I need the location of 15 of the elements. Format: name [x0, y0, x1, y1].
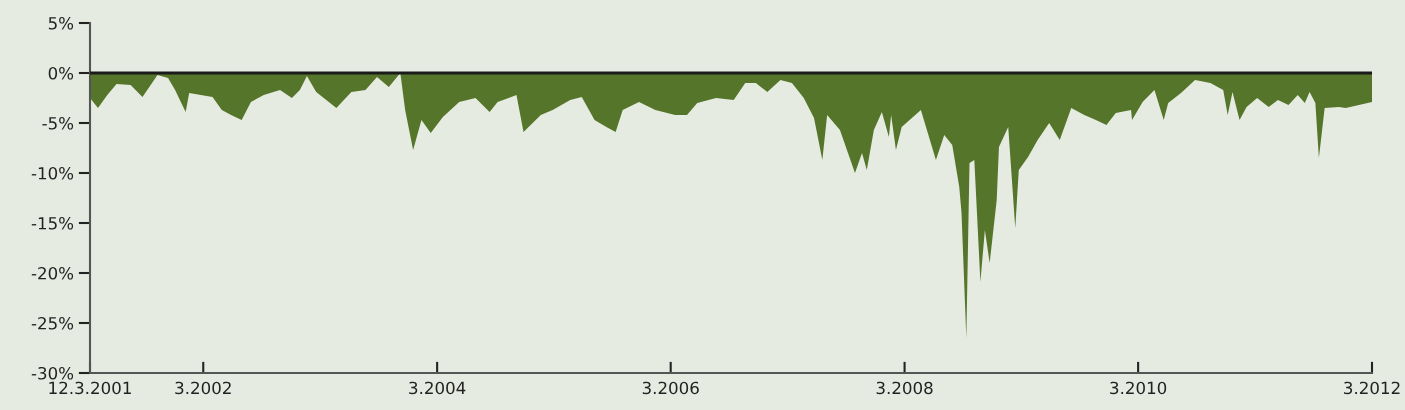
y-tick-label: 0% [48, 66, 74, 80]
y-tick-label: -10% [31, 166, 74, 180]
y-tick-label: -20% [31, 266, 74, 280]
y-tick-label: 5% [48, 16, 74, 30]
y-tick-label: -30% [31, 366, 74, 380]
x-tick-label: 3.2008 [876, 381, 933, 395]
x-tick-label: 3.2004 [409, 381, 466, 395]
y-tick-label: -15% [31, 216, 74, 230]
x-tick-label: 3.2012 [1344, 381, 1400, 395]
y-tick-label: -25% [31, 316, 74, 330]
x-tick-label: 3.2002 [175, 381, 231, 395]
y-tick-label: -5% [42, 116, 74, 130]
x-tick-label: 3.2010 [1110, 381, 1167, 395]
x-tick-label: 12.3.2001 [49, 381, 131, 395]
x-tick-label: 3.2006 [642, 381, 699, 395]
